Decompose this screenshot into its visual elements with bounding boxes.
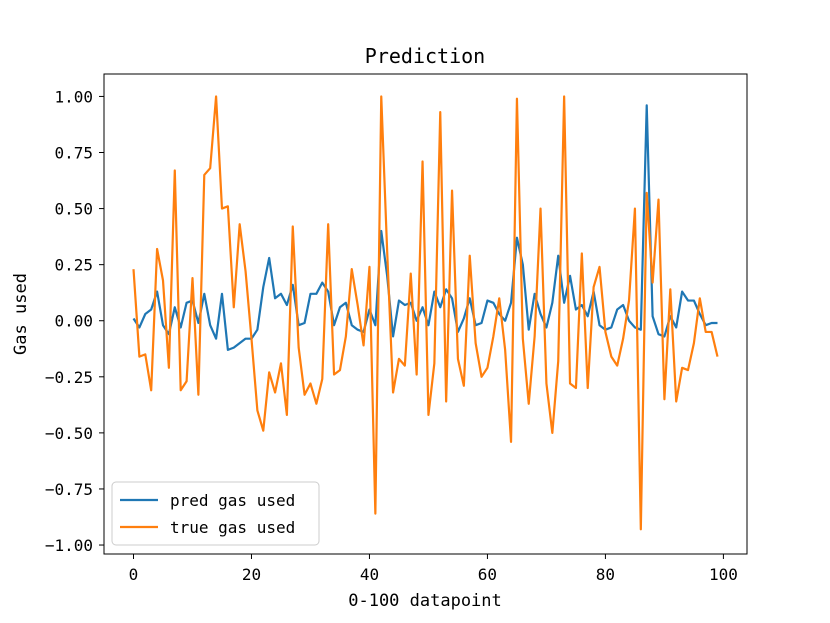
series-layer — [132, 95, 719, 531]
x-tick-label: 0 — [129, 565, 139, 584]
y-tick-label: 1.00 — [54, 87, 93, 106]
y-axis-label: Gas used — [11, 273, 31, 355]
y-tick-label: 0.50 — [54, 200, 93, 219]
plot-frame — [103, 73, 748, 555]
y-tick-label: −0.50 — [45, 424, 93, 443]
x-tick-label: 80 — [596, 565, 615, 584]
x-tick-label: 60 — [478, 565, 497, 584]
x-axis-label: 0-100 datapoint — [348, 591, 502, 611]
y-tick-label: 0.00 — [54, 312, 93, 331]
legend: pred gas used true gas used — [111, 481, 320, 546]
x-tick-label: 40 — [360, 565, 379, 584]
x-tick-label: 20 — [242, 565, 261, 584]
y-tick-label: −1.00 — [45, 536, 93, 555]
legend-label-true: true gas used — [170, 518, 295, 537]
legend-box — [111, 481, 320, 546]
series-line-true — [132, 95, 719, 531]
x-tick-label: 100 — [709, 565, 738, 584]
y-tick-label: −0.25 — [45, 368, 93, 387]
x-axis: 0 20 40 60 80 100 — [129, 554, 738, 584]
legend-label-pred: pred gas used — [170, 491, 295, 510]
y-tick-label: 0.25 — [54, 256, 93, 275]
chart-title: Prediction — [365, 44, 485, 68]
y-axis: 1.00 0.75 0.50 0.25 0.00 −0.25 −0.50 −0.75 −1.00 — [45, 87, 104, 555]
y-tick-label: −0.75 — [45, 480, 93, 499]
y-tick-label: 0.75 — [54, 144, 93, 163]
